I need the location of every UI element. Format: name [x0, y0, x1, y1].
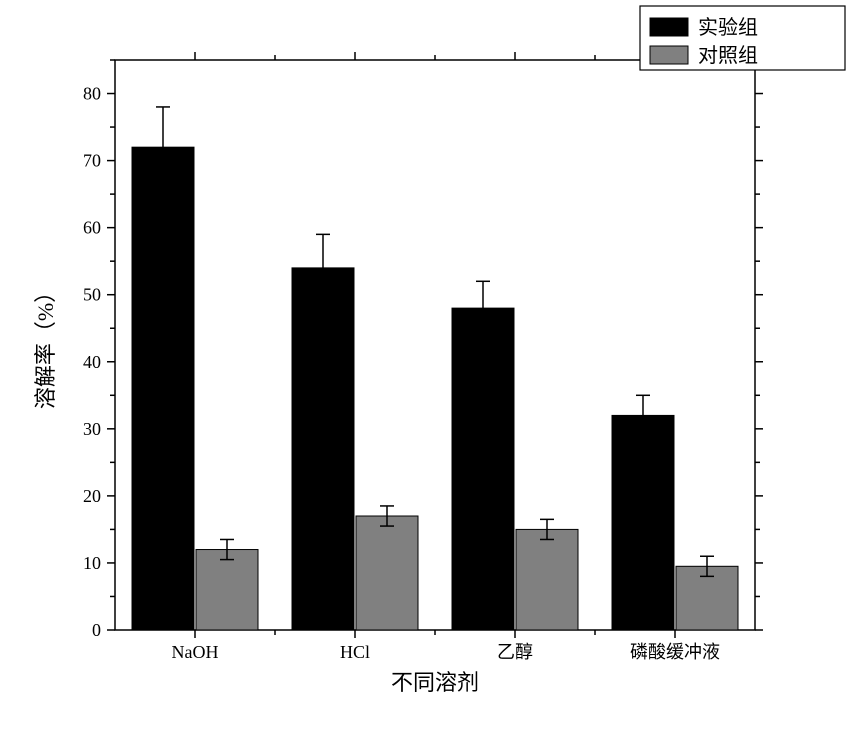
y-axis-title: 溶解率（%） — [33, 281, 58, 409]
legend-label: 对照组 — [698, 44, 758, 67]
y-tick-label: 20 — [83, 486, 101, 506]
legend-swatch — [650, 18, 688, 36]
y-tick-label: 40 — [83, 352, 101, 372]
x-tick-label: 乙醇 — [497, 642, 533, 662]
x-axis-title: 不同溶剂 — [391, 670, 479, 695]
bar-experiment — [452, 308, 514, 630]
bar-control — [196, 550, 258, 630]
bar-chart: 0 10 20 30 40 50 60 70 80 溶解率（%） NaOH HCl 乙醇 磷酸缓冲液不同溶… — [0, 0, 865, 753]
bar-control — [516, 529, 578, 630]
bar-experiment — [132, 147, 194, 630]
y-tick-label: 60 — [83, 218, 101, 238]
y-tick-label: 70 — [83, 151, 101, 171]
chart-background — [0, 0, 865, 753]
y-tick-label: 80 — [83, 84, 101, 104]
y-tick-label: 0 — [92, 620, 101, 640]
y-tick-label: 50 — [83, 285, 101, 305]
bar-experiment — [292, 268, 354, 630]
bar-control — [356, 516, 418, 630]
legend-swatch — [650, 46, 688, 64]
y-tick-label: 30 — [83, 419, 101, 439]
x-tick-label: NaOH — [172, 642, 219, 662]
chart-container: 0 10 20 30 40 50 60 70 80 溶解率（%） NaOH HCl 乙醇 磷酸缓冲液不同溶… — [0, 0, 865, 753]
x-tick-label: HCl — [340, 642, 370, 662]
bar-experiment — [612, 415, 674, 630]
x-tick-label: 磷酸缓冲液 — [630, 642, 720, 662]
y-tick-label: 10 — [83, 553, 101, 573]
legend-label: 实验组 — [698, 16, 758, 39]
